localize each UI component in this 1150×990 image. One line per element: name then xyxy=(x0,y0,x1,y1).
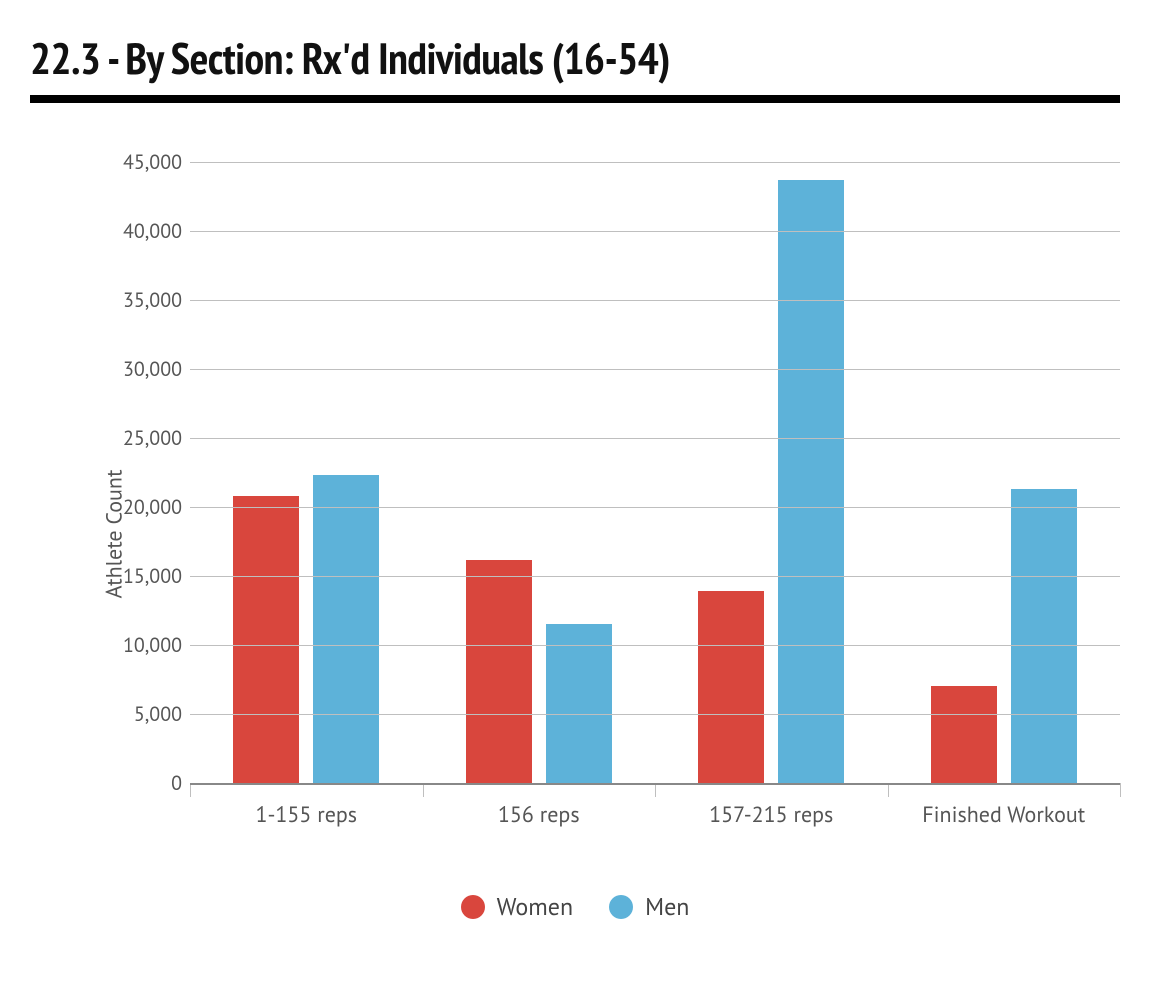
bar-men xyxy=(1011,489,1077,783)
bar-women xyxy=(466,560,532,783)
x-axis-category-label: 157-215 reps xyxy=(709,801,833,829)
x-tick xyxy=(190,783,191,797)
legend-swatch xyxy=(609,895,633,919)
axis-baseline xyxy=(190,783,1120,785)
bar-men xyxy=(313,475,379,783)
bar-men xyxy=(778,180,844,783)
chart-container: Athlete Count 05,00010,00015,00020,00025… xyxy=(30,143,1120,926)
legend: Women Men xyxy=(30,891,1120,926)
y-tick-label: 5,000 xyxy=(120,701,182,727)
grid-line xyxy=(190,645,1120,646)
plot-area: 05,00010,00015,00020,00025,00030,00035,0… xyxy=(120,143,1120,783)
legend-item-men: Men xyxy=(609,891,689,922)
grid-line xyxy=(190,369,1120,370)
x-axis-category-label: 156 reps xyxy=(498,801,580,829)
bars-layer xyxy=(190,143,1120,783)
grid-line xyxy=(190,438,1120,439)
legend-label: Men xyxy=(645,891,689,922)
grid-line xyxy=(190,576,1120,577)
y-tick-label: 20,000 xyxy=(120,494,182,520)
y-tick-label: 0 xyxy=(120,770,182,796)
grid-line xyxy=(190,714,1120,715)
bar-women xyxy=(233,496,299,783)
x-axis-category-label: 1-155 reps xyxy=(255,801,357,829)
grid-line xyxy=(190,300,1120,301)
bar-women xyxy=(931,686,997,783)
grid-line xyxy=(190,231,1120,232)
y-tick-label: 15,000 xyxy=(120,563,182,589)
grid-line xyxy=(190,507,1120,508)
legend-label: Women xyxy=(497,891,574,922)
x-tick xyxy=(423,783,424,797)
chart-title: 22.3 - By Section: Rx'd Individuals (16-… xyxy=(30,30,1120,87)
y-tick-label: 10,000 xyxy=(120,632,182,658)
x-tick xyxy=(1120,783,1121,797)
x-axis-category-label: Finished Workout xyxy=(922,801,1085,829)
x-tick xyxy=(655,783,656,797)
y-tick-label: 45,000 xyxy=(120,149,182,175)
y-tick-label: 40,000 xyxy=(120,218,182,244)
grid-line xyxy=(190,162,1120,163)
y-tick-label: 25,000 xyxy=(120,425,182,451)
x-tick xyxy=(888,783,889,797)
bar-women xyxy=(698,591,764,783)
title-rule xyxy=(30,95,1120,103)
x-axis-labels: 1-155 reps 156 reps 157-215 reps Finished W… xyxy=(190,801,1120,851)
y-tick-label: 35,000 xyxy=(120,287,182,313)
y-tick-label: 30,000 xyxy=(120,356,182,382)
bar-men xyxy=(546,624,612,783)
legend-item-women: Women xyxy=(461,891,574,922)
legend-swatch xyxy=(461,895,485,919)
